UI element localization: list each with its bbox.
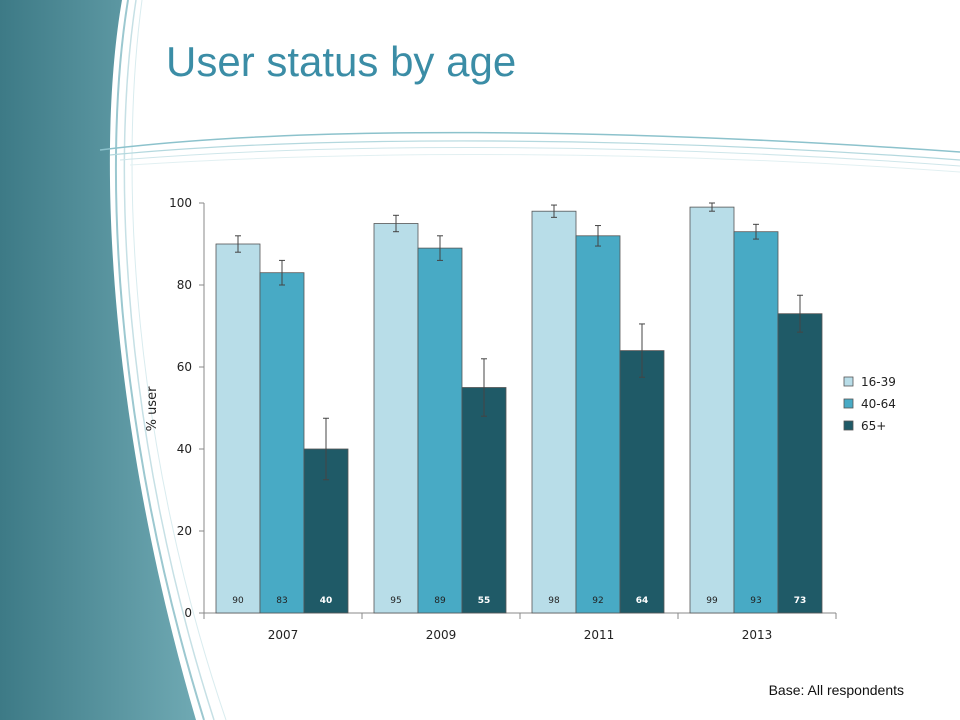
x-tick-label: 2013	[742, 628, 773, 642]
y-tick-label: 60	[177, 360, 192, 374]
data-label: 98	[548, 596, 560, 606]
legend-label: 65+	[861, 419, 886, 433]
y-tick-label: 80	[177, 278, 192, 292]
data-label: 64	[636, 596, 649, 606]
bar	[215, 243, 261, 614]
data-label: 83	[276, 596, 287, 606]
y-tick-label: 40	[177, 442, 192, 456]
x-tick-label: 2007	[268, 628, 299, 642]
y-tick-label: 0	[184, 606, 192, 620]
y-tick-label: 20	[177, 524, 192, 538]
left-panel	[0, 0, 196, 720]
slide-title: User status by age	[166, 38, 517, 85]
bar	[259, 272, 305, 614]
legend-label: 16-39	[861, 375, 896, 389]
bar	[373, 223, 419, 614]
data-label: 95	[390, 596, 401, 606]
legend-swatch	[843, 376, 854, 387]
data-label: 89	[434, 596, 446, 606]
legend-swatch	[843, 398, 854, 409]
data-label: 99	[706, 596, 718, 606]
bar	[733, 231, 779, 614]
footnote: Base: All respondents	[768, 682, 904, 698]
data-label: 73	[794, 596, 807, 606]
bar	[619, 350, 665, 614]
data-label: 55	[478, 596, 491, 606]
x-tick-label: 2009	[426, 628, 457, 642]
legend-swatch	[843, 420, 854, 431]
bar	[777, 313, 823, 614]
data-label: 90	[232, 596, 244, 606]
bar	[531, 210, 577, 614]
x-tick-label: 2011	[584, 628, 615, 642]
y-tick-label: 100	[169, 196, 192, 210]
legend-label: 40-64	[861, 397, 896, 411]
header-swoosh	[99, 131, 960, 153]
y-axis-label: % user	[145, 386, 160, 431]
data-label: 92	[592, 596, 603, 606]
bar	[689, 206, 735, 614]
bar	[461, 387, 507, 614]
data-label: 93	[750, 596, 761, 606]
data-label: 40	[320, 596, 333, 606]
bar	[417, 247, 463, 614]
bar	[575, 235, 621, 614]
